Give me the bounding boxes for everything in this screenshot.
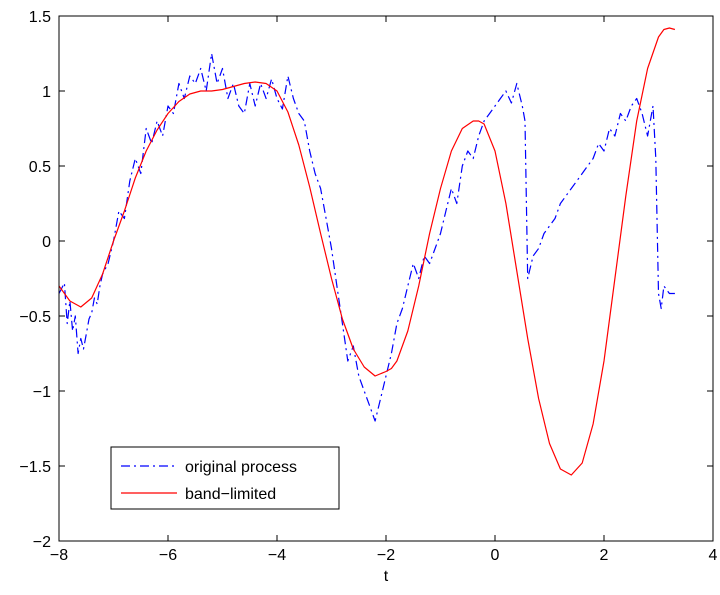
y-tick-label: 1.5 [29, 9, 51, 26]
x-tick-label: 2 [600, 547, 609, 564]
series-layer [59, 27, 676, 476]
x-axis-label: t [384, 568, 389, 585]
legend-box [110, 446, 340, 510]
y-tick-label: −1.5 [19, 459, 51, 476]
y-tick-label: 0 [42, 234, 51, 251]
y-tick-label: −2 [33, 534, 51, 551]
x-tick-label: 0 [491, 547, 500, 564]
series-line-0 [59, 52, 675, 422]
y-tick-label: 1 [42, 84, 51, 101]
x-tick-label: −2 [377, 547, 395, 564]
x-tick-label: 4 [709, 547, 718, 564]
legend: original process band−limited [110, 446, 340, 510]
series-line-1 [59, 27, 676, 476]
y-tick-label: 0.5 [29, 159, 51, 176]
x-tick-label: −4 [268, 547, 286, 564]
x-tick-label: −8 [50, 547, 68, 564]
y-tick-label: −1 [33, 384, 51, 401]
x-tick-label: −6 [159, 547, 177, 564]
y-tick-label: −0.5 [19, 309, 51, 326]
tick-layer: −8 −6 −4 −2 0 2 4 −2 −1.5 −1 −0.5 0 0.5 1 1.5 [19, 9, 717, 564]
legend-label-0: original process [185, 459, 297, 476]
legend-label-1: band−limited [185, 486, 276, 503]
